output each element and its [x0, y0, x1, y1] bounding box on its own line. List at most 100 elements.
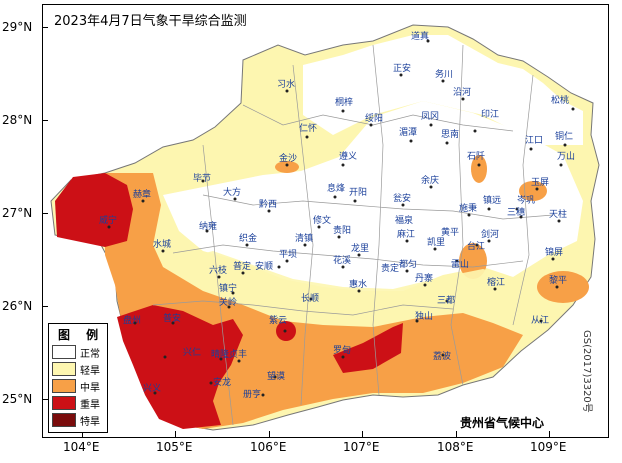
legend-swatch — [52, 396, 76, 410]
place-label: 天柱 — [549, 208, 567, 220]
place-label: 清镇 — [295, 232, 313, 244]
longitude-label: 109°E — [530, 440, 567, 454]
place-label: 道真 — [411, 30, 429, 42]
legend-item-severe: 重旱 — [52, 395, 106, 411]
place-label: 锦屏 — [545, 246, 563, 258]
place-label: 织金 — [239, 232, 257, 244]
place-label: 平坝 — [279, 249, 297, 260]
place-label: 纳雍 — [199, 220, 217, 232]
latitude-label: 25°N — [2, 392, 33, 406]
place-label: 黎平 — [549, 274, 567, 286]
county-borders — [152, 44, 554, 426]
place-label: 册亨 — [243, 388, 261, 400]
credit-label: 贵州省气候中心 — [460, 416, 545, 430]
place-label: 开阳 — [349, 187, 367, 198]
longitude-label: 108°E — [437, 440, 474, 454]
place-label: 仁怀 — [299, 122, 317, 134]
place-label: 万山 — [557, 151, 575, 162]
place-label: 普安 — [163, 312, 181, 324]
place-label: 独山 — [415, 310, 433, 322]
place-label: 雷山 — [451, 259, 469, 270]
place-label: 水城 — [153, 238, 171, 250]
moderate-jinsha — [275, 161, 299, 173]
latitude-label: 28°N — [2, 113, 33, 127]
place-label: 威宁 — [99, 214, 117, 226]
place-label: 大方 — [223, 186, 241, 198]
moderate-shiqian — [471, 155, 487, 183]
legend-label: 特旱 — [80, 417, 100, 428]
place-label: 玉屏 — [531, 177, 549, 188]
map-legend: 图 例 正常 轻旱 中旱 重旱 特旱 — [48, 323, 108, 433]
place-label: 花溪 — [333, 254, 351, 266]
severe-drought-west — [55, 173, 133, 247]
place-label: 兴义 — [143, 383, 161, 394]
place-label: 贵阳 — [333, 224, 351, 236]
place-label: 黔西 — [259, 198, 277, 210]
normal-area — [163, 101, 583, 291]
place-label: 丹寨 — [415, 272, 433, 284]
legend-item-light: 轻旱 — [52, 361, 106, 377]
place-label: 湄潭 — [399, 127, 417, 138]
lon-tick — [549, 431, 550, 437]
drought-map: 道真 正安 务川 沿河 松桃 习水 桐梓 绥阳 凤冈 印江 江口 铜仁 仁怀 湄… — [50, 24, 600, 431]
legend-item-extreme: 特旱 — [52, 412, 106, 428]
legend-label: 正常 — [80, 349, 100, 360]
normal-north — [303, 35, 583, 145]
place-label: 石阡 — [467, 151, 485, 162]
place-label: 都匀 — [399, 258, 417, 270]
place-label: 安龙 — [213, 376, 231, 388]
place-label: 罗甸 — [333, 344, 351, 356]
place-label: 从江 — [531, 315, 549, 326]
place-label: 紫云 — [269, 315, 287, 326]
lon-tick — [269, 431, 270, 437]
lon-tick — [456, 431, 457, 437]
place-label: 岑巩 — [517, 194, 535, 206]
place-label: 遵义 — [339, 150, 357, 162]
place-label: 施秉 — [459, 202, 477, 214]
place-label: 铜仁 — [555, 130, 573, 142]
longitude-label: 107°E — [343, 440, 380, 454]
place-label: 长顺 — [301, 292, 319, 304]
place-label: 麻江 — [397, 228, 415, 240]
place-label: 凤冈 — [421, 111, 439, 122]
place-label: 六枝 — [209, 264, 227, 276]
place-label: 惠水 — [349, 278, 367, 290]
place-label: 关岭 — [219, 296, 237, 308]
place-label: 桐梓 — [335, 96, 353, 108]
legend-item-moderate: 中旱 — [52, 378, 106, 394]
place-label: 赫章 — [133, 188, 151, 200]
place-label: 息烽 — [327, 182, 345, 194]
map-title: 2023年4月7日气象干旱综合监测 — [54, 14, 247, 29]
legend-swatch — [52, 379, 76, 393]
place-label: 习水 — [277, 78, 295, 90]
legend-swatch — [52, 345, 76, 359]
place-label: 镇宁 — [219, 282, 237, 294]
lat-tick — [42, 27, 48, 28]
place-labels: 道真 正安 务川 沿河 松桃 习水 桐梓 绥阳 凤冈 印江 江口 铜仁 仁怀 湄… — [99, 30, 575, 400]
legend-label: 中旱 — [80, 383, 100, 394]
moderate-liping — [537, 271, 589, 303]
place-label: 黄平 — [441, 226, 459, 238]
city-markers — [107, 39, 575, 397]
lat-tick — [42, 213, 48, 214]
place-label: 修文 — [313, 214, 331, 226]
place-label: 望谟 — [267, 370, 285, 382]
place-label: 贵定 — [381, 262, 399, 274]
latitude-label: 29°N — [2, 20, 33, 34]
place-label: 凯里 — [427, 236, 445, 248]
place-label: 晴隆 — [211, 348, 229, 360]
place-label: 务川 — [435, 68, 453, 80]
place-label: 台江 — [467, 240, 485, 252]
lon-tick — [362, 431, 363, 437]
latitude-label: 26°N — [2, 299, 33, 313]
place-label: 龙里 — [351, 242, 369, 254]
place-label: 安顺 — [255, 260, 273, 272]
place-label: 榕江 — [487, 276, 505, 288]
place-label: 盘州 — [123, 314, 141, 326]
severe-drought-south — [333, 323, 403, 373]
place-label: 三穗 — [507, 206, 525, 218]
place-label: 余庆 — [421, 174, 439, 186]
legend-item-normal: 正常 — [52, 344, 106, 360]
map-frame: 道真 正安 务川 沿河 松桃 习水 桐梓 绥阳 凤冈 印江 江口 铜仁 仁怀 湄… — [42, 4, 609, 438]
legend-swatch — [52, 362, 76, 376]
